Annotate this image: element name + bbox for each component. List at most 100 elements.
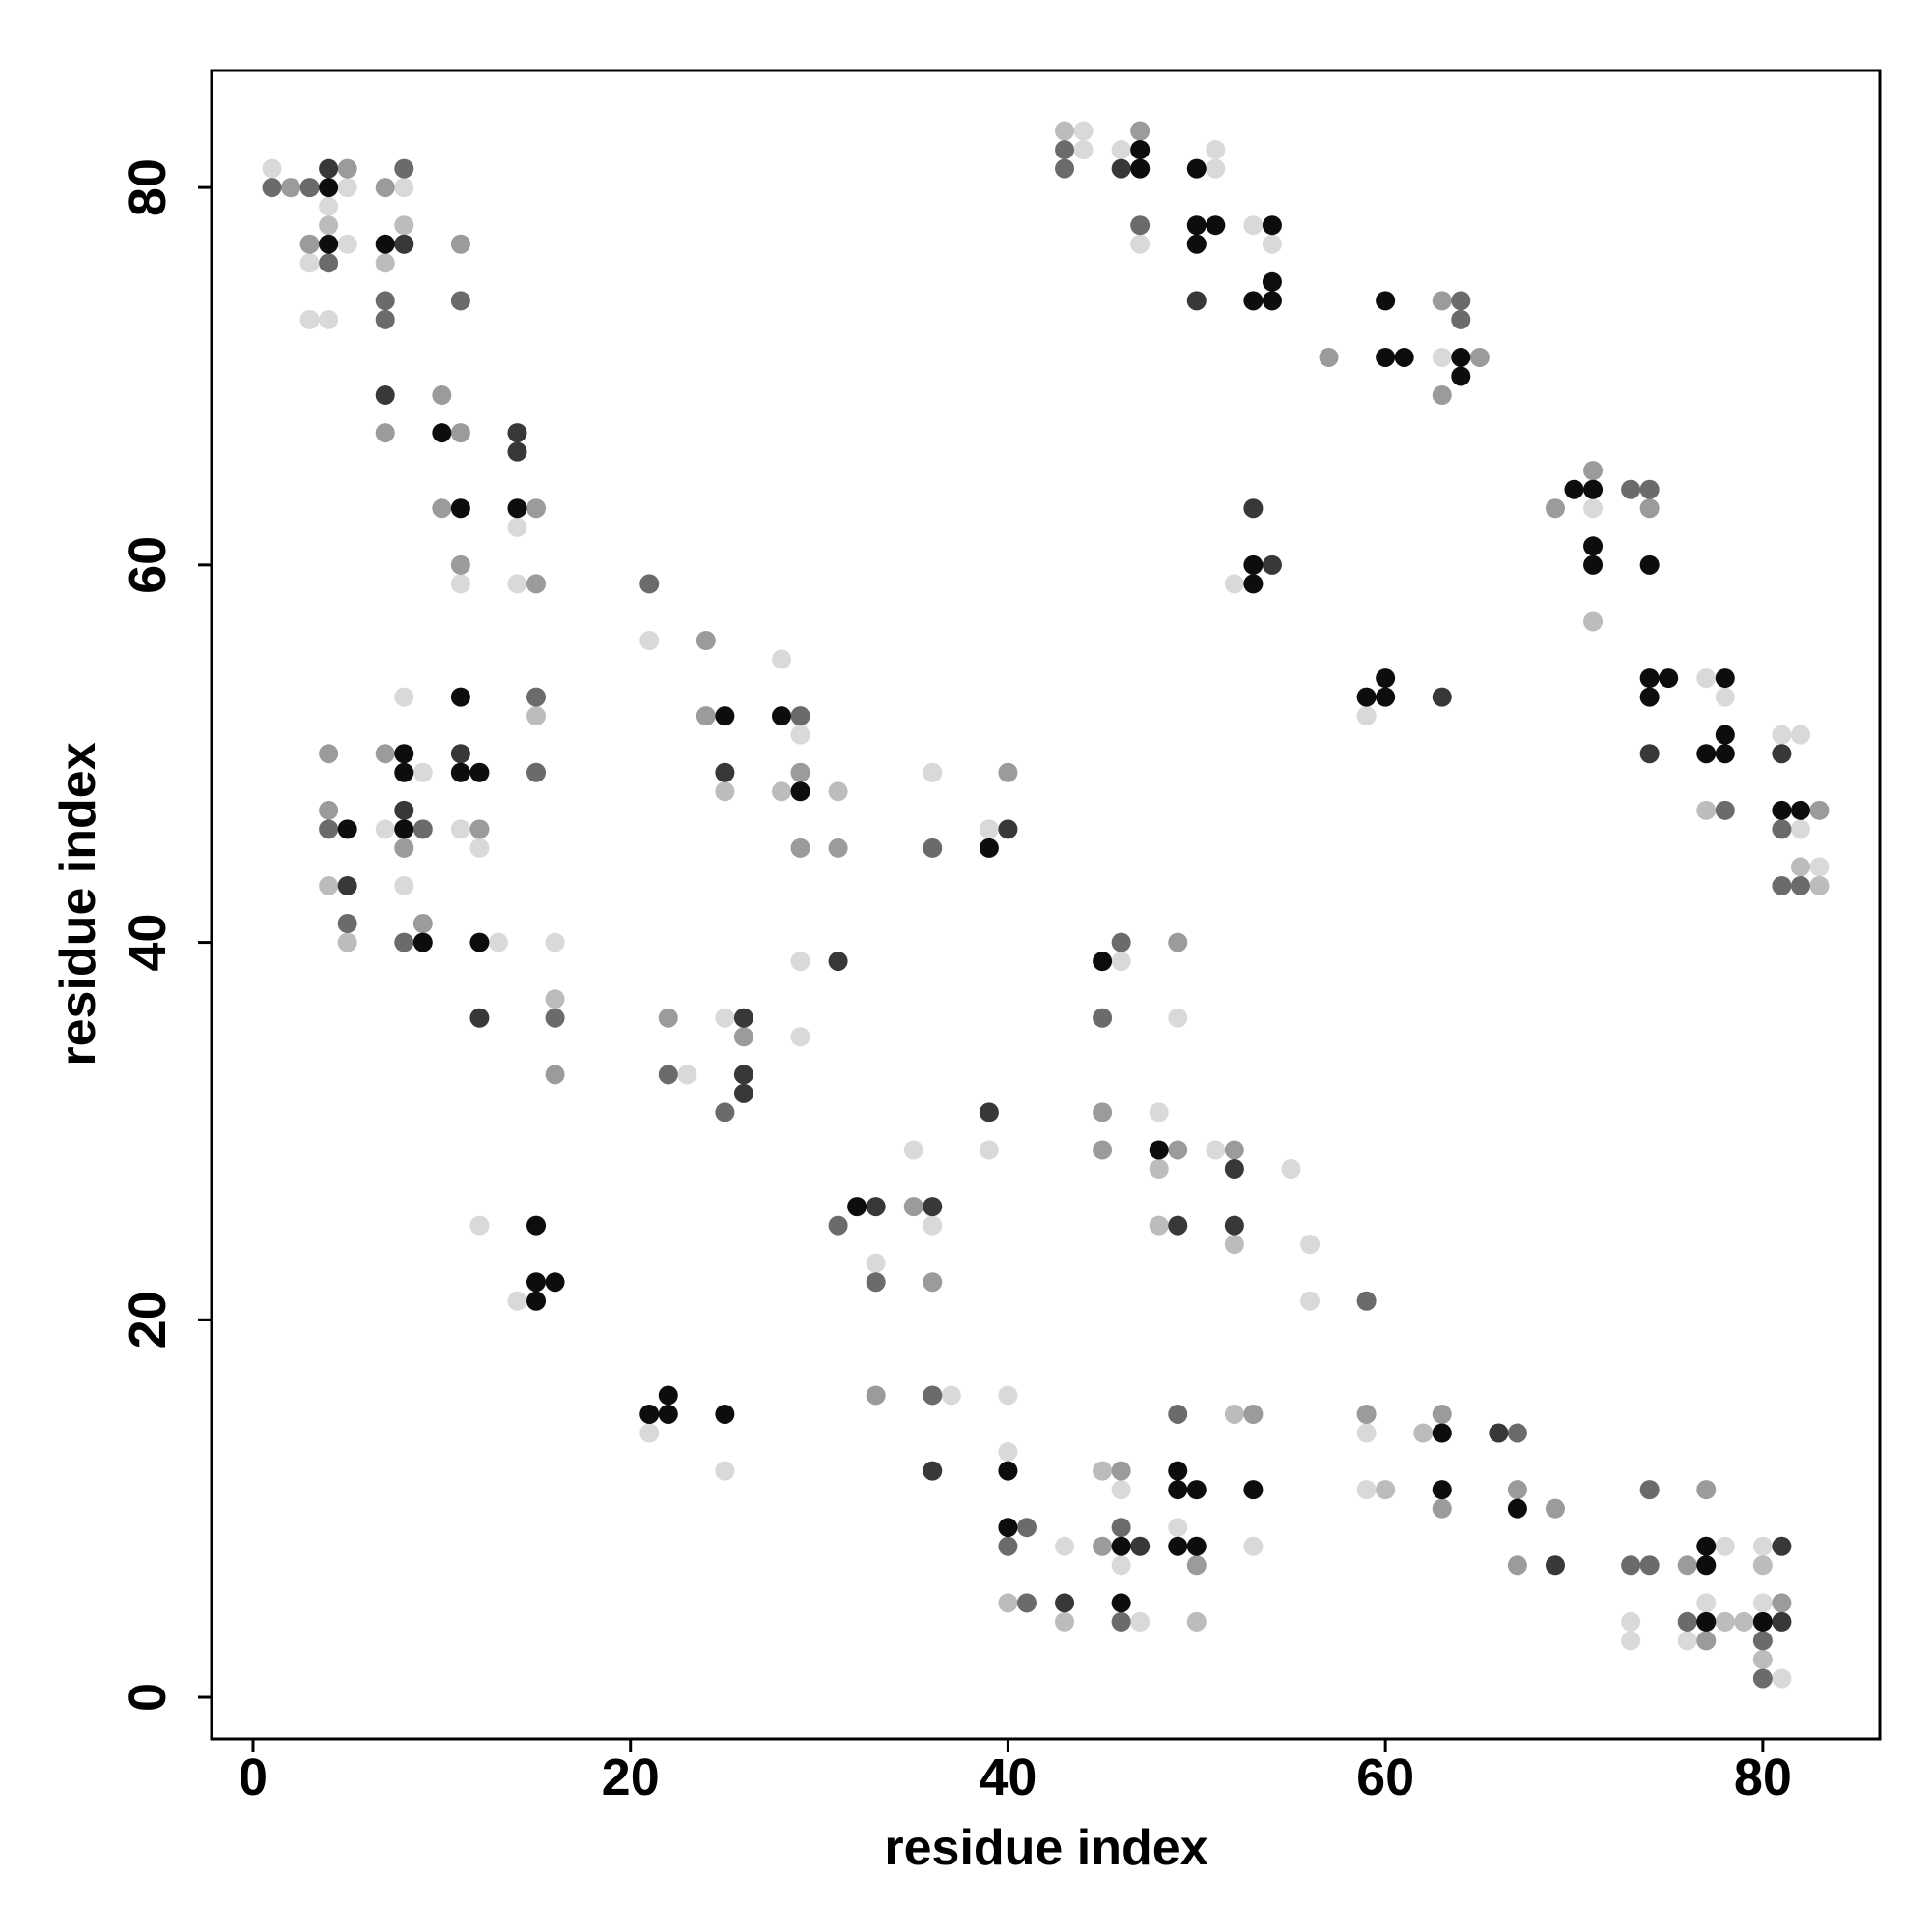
point xyxy=(979,1102,999,1122)
point xyxy=(375,234,395,254)
point xyxy=(507,441,527,462)
point xyxy=(658,1385,678,1406)
point xyxy=(1621,479,1641,499)
point xyxy=(319,158,339,179)
point xyxy=(923,762,943,782)
point xyxy=(1186,1480,1207,1500)
point xyxy=(394,158,414,179)
point xyxy=(1583,611,1604,632)
point xyxy=(1715,744,1735,764)
point xyxy=(1639,687,1660,707)
point xyxy=(790,952,810,972)
point xyxy=(450,554,470,575)
y-tick-label: 60 xyxy=(119,536,177,594)
point xyxy=(828,781,848,802)
point xyxy=(394,932,414,952)
point xyxy=(545,989,565,1009)
point xyxy=(1243,215,1264,236)
point xyxy=(1696,1631,1717,1651)
point xyxy=(1394,347,1414,367)
point xyxy=(299,234,320,254)
point xyxy=(1262,234,1282,254)
point xyxy=(1659,668,1679,689)
point xyxy=(1432,291,1452,311)
point xyxy=(1168,1518,1188,1538)
point xyxy=(1376,668,1396,689)
point xyxy=(696,706,716,726)
point xyxy=(1149,1159,1169,1179)
point xyxy=(1790,857,1810,877)
point xyxy=(1752,1631,1773,1651)
y-tick-label: 40 xyxy=(119,914,177,972)
point xyxy=(1130,158,1151,179)
point xyxy=(1111,1480,1131,1500)
point xyxy=(979,1140,999,1160)
point xyxy=(923,838,943,858)
point xyxy=(1262,215,1282,236)
point xyxy=(1168,1461,1188,1481)
point xyxy=(1093,952,1113,972)
point xyxy=(507,1291,527,1311)
point xyxy=(394,178,414,198)
point xyxy=(1168,1404,1188,1424)
point xyxy=(450,234,470,254)
point xyxy=(1432,347,1452,367)
point xyxy=(1507,1555,1527,1576)
point xyxy=(1583,554,1604,575)
point xyxy=(1772,724,1792,745)
point xyxy=(1507,1498,1527,1519)
point xyxy=(903,1140,923,1160)
point xyxy=(375,385,395,406)
point xyxy=(715,1102,735,1122)
point xyxy=(1376,687,1396,707)
point xyxy=(1469,347,1490,367)
point xyxy=(394,800,414,820)
point xyxy=(1451,309,1471,329)
point xyxy=(319,800,339,820)
point xyxy=(281,178,301,198)
point xyxy=(1073,121,1094,141)
point xyxy=(715,1461,735,1481)
point xyxy=(923,1272,943,1293)
point xyxy=(299,178,320,198)
point xyxy=(1772,819,1792,839)
point xyxy=(1130,121,1151,141)
point xyxy=(715,1404,735,1424)
point xyxy=(1111,952,1131,972)
x-tick-label: 60 xyxy=(1356,1748,1414,1806)
point xyxy=(790,706,810,726)
point xyxy=(432,423,452,443)
point xyxy=(1111,1518,1131,1538)
point xyxy=(469,819,490,839)
point xyxy=(1300,1291,1321,1311)
point xyxy=(1168,1215,1188,1236)
point xyxy=(733,1065,753,1085)
point xyxy=(319,178,339,198)
point xyxy=(1790,800,1810,820)
point xyxy=(1752,1668,1773,1689)
point xyxy=(1281,1159,1301,1179)
point xyxy=(394,875,414,895)
point xyxy=(450,498,470,519)
point xyxy=(903,1197,923,1217)
point xyxy=(998,1461,1018,1481)
plot-frame xyxy=(210,69,1882,1741)
x-tick-label: 20 xyxy=(602,1748,660,1806)
point xyxy=(545,1272,565,1293)
point xyxy=(1224,1215,1244,1236)
point xyxy=(1432,1404,1452,1424)
point xyxy=(639,630,660,650)
point xyxy=(1356,687,1377,707)
point xyxy=(1243,574,1264,594)
point xyxy=(394,687,414,707)
point xyxy=(1715,687,1735,707)
point xyxy=(319,234,339,254)
point xyxy=(299,253,320,273)
point xyxy=(1621,1555,1641,1576)
point xyxy=(1356,1291,1377,1311)
point xyxy=(469,838,490,858)
point xyxy=(450,423,470,443)
point xyxy=(1055,1593,1075,1613)
